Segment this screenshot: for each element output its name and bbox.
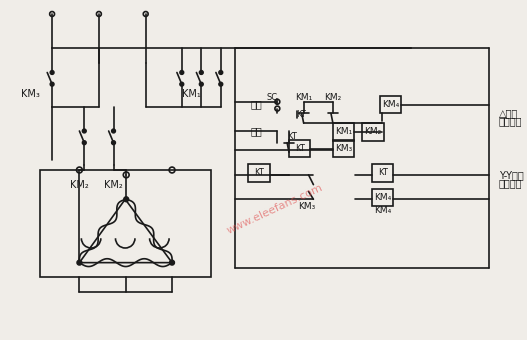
Text: KM₃: KM₃ — [298, 202, 315, 210]
Circle shape — [124, 197, 129, 202]
Circle shape — [219, 82, 223, 86]
Text: KM₂: KM₂ — [364, 128, 382, 136]
Text: KM₄: KM₄ — [374, 206, 391, 216]
Text: （低速）: （低速） — [499, 116, 522, 126]
Bar — [380, 96, 401, 114]
Circle shape — [82, 141, 86, 144]
Circle shape — [180, 70, 184, 74]
Text: KT: KT — [378, 168, 387, 177]
Bar — [333, 140, 354, 157]
Bar — [289, 140, 310, 157]
Text: KM₃: KM₃ — [21, 89, 40, 99]
Bar — [372, 188, 393, 206]
Text: KM₃: KM₃ — [335, 144, 352, 153]
Circle shape — [82, 129, 86, 133]
Text: www.eleefans.com: www.eleefans.com — [225, 182, 324, 236]
Bar — [362, 123, 384, 141]
Circle shape — [199, 82, 203, 86]
Text: KT: KT — [295, 144, 305, 153]
Circle shape — [112, 141, 115, 144]
Bar — [248, 164, 269, 182]
Circle shape — [50, 70, 54, 74]
Text: KM₁: KM₁ — [295, 94, 313, 102]
Circle shape — [170, 260, 174, 265]
Text: 低速: 低速 — [251, 99, 263, 109]
Text: KT: KT — [254, 168, 264, 177]
Text: KM₁: KM₁ — [182, 89, 201, 99]
Text: （高速）: （高速） — [499, 178, 522, 188]
Bar — [372, 164, 393, 182]
Text: KM₄: KM₄ — [374, 193, 391, 202]
Text: 高速: 高速 — [251, 126, 263, 136]
Circle shape — [77, 260, 82, 265]
Bar — [41, 170, 211, 277]
Text: KT: KT — [296, 110, 306, 119]
Text: KM₄: KM₄ — [382, 100, 399, 109]
Text: KM₂: KM₂ — [104, 180, 123, 190]
Circle shape — [112, 129, 115, 133]
Text: KM₂: KM₂ — [324, 94, 341, 102]
Circle shape — [219, 70, 223, 74]
Text: SC: SC — [267, 94, 278, 102]
Text: KM₁: KM₁ — [335, 128, 352, 136]
Text: Y-Y联结: Y-Y联结 — [499, 170, 523, 180]
Circle shape — [180, 82, 184, 86]
Text: KM₂: KM₂ — [70, 180, 89, 190]
Circle shape — [199, 70, 203, 74]
Bar — [333, 123, 354, 141]
Text: KT: KT — [287, 132, 297, 141]
Circle shape — [50, 82, 54, 86]
Text: △联结: △联结 — [499, 108, 518, 118]
